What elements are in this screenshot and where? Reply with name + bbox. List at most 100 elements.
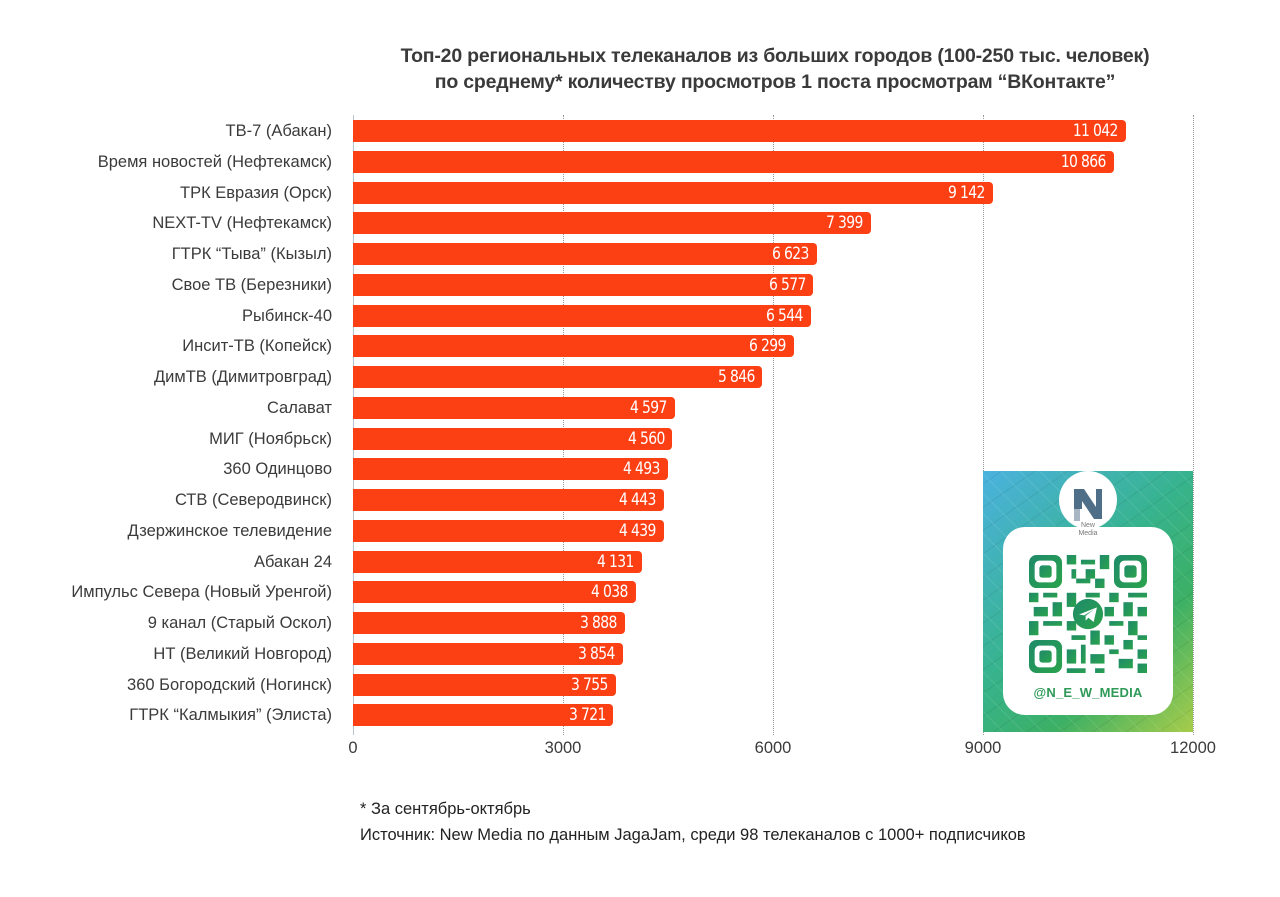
category-label: Время новостей (Нефтекамск) <box>97 152 332 171</box>
category-label: Свое ТВ (Березники) <box>171 275 332 294</box>
bar-row: 4 038 <box>353 581 1193 604</box>
bar-value-label: 11 042 <box>1073 121 1118 141</box>
category-label: НТ (Великий Новгород) <box>153 644 332 663</box>
bar-value-label: 5 846 <box>717 367 755 387</box>
category-label: МИГ (Ноябрьск) <box>209 429 332 448</box>
bar-value-label: 6 544 <box>766 305 804 326</box>
bar-row: 11 042 <box>353 120 1193 142</box>
bar-row: 9 142 <box>353 181 1193 204</box>
category-label: ДимТВ (Димитровград) <box>153 368 332 386</box>
bar-row: 4 443 <box>353 489 1193 511</box>
qr-promo-card[interactable]: New Media @N_E_W_MEDIA <box>983 471 1193 732</box>
category-label: СТВ (Северодвинск) <box>174 491 332 509</box>
bar[interactable]: 4 131 <box>353 550 643 573</box>
bar-value-label: 6 577 <box>768 274 806 295</box>
bar[interactable]: 4 560 <box>353 427 673 450</box>
bar-row: 6 623 <box>353 243 1193 265</box>
category-label: Дзержинское телевидение <box>127 521 332 540</box>
y-axis-line <box>353 115 354 735</box>
category-label: 360 Одинцово <box>223 460 332 479</box>
category-label: NEXT-TV (Нефтекамск) <box>152 214 332 233</box>
category-label: Рыбинск-40 <box>242 306 332 325</box>
x-tick-label: 12000 <box>1170 739 1216 757</box>
footnote-period: * За сентябрь-октябрь <box>360 800 531 818</box>
category-label: 360 Богородский (Ногинск) <box>127 675 332 694</box>
bar-row: 6 544 <box>353 304 1193 327</box>
bar-row: 10 866 <box>353 150 1193 173</box>
category-label: ГТРК “Калмыкия” (Элиста) <box>129 706 332 725</box>
x-tick-label: 3000 <box>544 739 582 757</box>
gridline-3000 <box>563 115 564 735</box>
bar[interactable]: 5 846 <box>353 366 763 388</box>
bar[interactable]: 6 299 <box>353 335 794 358</box>
bar-row: 3 721 <box>353 704 1193 727</box>
bar[interactable]: 4 597 <box>353 396 675 419</box>
bar-value-label: 3 721 <box>568 705 606 726</box>
category-label: Импульс Севера (Новый Уренгой) <box>71 583 332 602</box>
category-label: 9 канал (Старый Оскол) <box>147 614 332 632</box>
gridline-9000 <box>983 115 984 735</box>
category-label: ГТРК “Тыва” (Кызыл) <box>171 245 332 263</box>
bar-row: 6 577 <box>353 273 1193 296</box>
bar-row: 6 299 <box>353 335 1193 358</box>
bar[interactable]: 4 443 <box>353 489 664 511</box>
footnote-source: Источник: New Media по данным JagaJam, с… <box>360 826 1026 844</box>
bar[interactable]: 4 493 <box>353 458 668 481</box>
bar[interactable]: 3 721 <box>353 704 614 727</box>
category-label: Салават <box>266 398 332 417</box>
bar-row: 4 560 <box>353 427 1193 450</box>
bar-value-label: 3 755 <box>571 674 608 695</box>
plot-area: 11 042 10 866 9 142 7 399 6 623 6 577 6 544 6 2… <box>353 115 1194 735</box>
bar[interactable]: 10 866 <box>353 150 1114 173</box>
bar[interactable]: 11 042 <box>353 120 1126 142</box>
x-tick-label: 9000 <box>964 739 1002 757</box>
category-label: Абакан 24 <box>253 552 332 571</box>
bar[interactable]: 6 544 <box>353 304 812 327</box>
chart-title-line-1: Топ-20 региональных телеканалов из больш… <box>400 45 1150 67</box>
qr-code[interactable] <box>1029 555 1147 673</box>
bar-value-label: 4 439 <box>619 520 656 541</box>
bar[interactable]: 6 623 <box>353 243 817 265</box>
bar-value-label: 4 560 <box>627 428 665 449</box>
bar-value-label: 7 399 <box>826 213 863 234</box>
bar-row: 3 854 <box>353 642 1193 665</box>
bar-row: 3 755 <box>353 673 1193 696</box>
bar-row: 4 439 <box>353 519 1193 542</box>
bar-value-label: 4 038 <box>591 582 628 603</box>
bar-value-label: 6 299 <box>749 336 786 357</box>
bar-row: 3 888 <box>353 612 1193 634</box>
bar[interactable]: 3 888 <box>353 612 626 634</box>
bar-value-label: 4 443 <box>619 490 656 510</box>
brand-name: New Media <box>1078 522 1098 537</box>
bar[interactable]: 7 399 <box>353 212 871 235</box>
bar-value-label: 4 131 <box>597 551 635 572</box>
bar-row: 4 597 <box>353 396 1193 419</box>
bar-value-label: 9 142 <box>948 182 985 203</box>
bar[interactable]: 3 854 <box>353 642 623 665</box>
x-tick-label: 0 <box>348 739 358 757</box>
bar[interactable]: 4 439 <box>353 519 664 542</box>
bar[interactable]: 3 755 <box>353 673 616 696</box>
gridline-12000 <box>1193 115 1194 735</box>
bar-value-label: 6 623 <box>771 244 809 264</box>
gridline-6000 <box>773 115 774 735</box>
telegram-icon <box>1079 607 1097 623</box>
bar[interactable]: 9 142 <box>353 181 993 204</box>
bar-row: 5 846 <box>353 366 1193 388</box>
bar[interactable]: 4 038 <box>353 581 636 604</box>
bar-value-label: 3 854 <box>578 643 615 664</box>
category-label: Инсит-ТВ (Копейск) <box>182 337 332 356</box>
category-label: ТВ-7 (Абакан) <box>225 122 332 140</box>
bar-row: 4 131 <box>353 550 1193 573</box>
bar-value-label: 4 597 <box>630 397 667 418</box>
chart-title: Топ-20 региональных телеканалов из больш… <box>340 43 1210 95</box>
bar-row: 4 493 <box>353 458 1193 481</box>
bar-value-label: 4 493 <box>622 459 660 480</box>
category-label: ТРК Евразия (Орск) <box>180 183 332 202</box>
telegram-handle[interactable]: @N_E_W_MEDIA <box>1033 685 1143 700</box>
bar-row: 7 399 <box>353 212 1193 235</box>
chart-title-line-2: по среднему* количеству просмотров 1 пос… <box>434 71 1116 93</box>
bar[interactable]: 6 577 <box>353 273 814 296</box>
bar-value-label: 10 866 <box>1060 151 1106 172</box>
x-tick-label: 6000 <box>754 739 792 757</box>
